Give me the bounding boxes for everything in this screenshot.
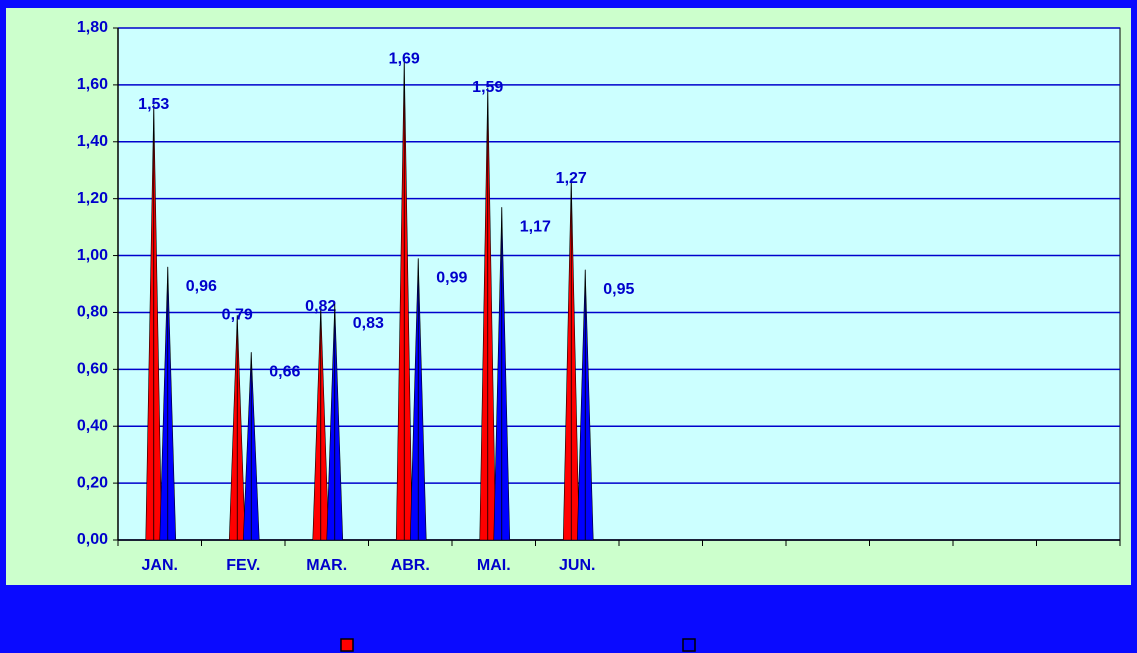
y-tick-label: 0,40: [77, 417, 108, 434]
data-label: 0,96: [186, 278, 217, 295]
y-tick-label: 1,20: [77, 190, 108, 207]
x-tick-label: MAI.: [477, 557, 511, 574]
legend-marker: [682, 638, 696, 652]
y-tick-label: 1,00: [77, 247, 108, 264]
x-tick-label: MAR.: [306, 557, 347, 574]
data-label: 0,99: [436, 270, 467, 287]
plot-area: [117, 27, 1121, 541]
data-label: 0,95: [603, 281, 634, 298]
y-tick-label: 0,20: [77, 474, 108, 491]
data-label: 1,17: [520, 218, 551, 235]
data-label: 0,79: [222, 307, 253, 324]
data-label: 0,66: [269, 363, 300, 380]
x-tick-label: FEV.: [226, 557, 260, 574]
x-tick-label: ABR.: [391, 557, 430, 574]
y-tick-label: 0,60: [77, 361, 108, 378]
x-tick-label: JUN.: [559, 557, 595, 574]
data-label: 0,83: [353, 315, 384, 332]
y-tick-label: 1,60: [77, 76, 108, 93]
y-tick-label: 0,80: [77, 304, 108, 321]
data-label: 1,27: [556, 170, 587, 187]
data-label: 1,53: [138, 96, 169, 113]
legend-marker: [340, 638, 354, 652]
data-label: 1,59: [472, 79, 503, 96]
x-tick-label: JAN.: [142, 557, 178, 574]
plot-layer: 0,00 0,20 0,40 0,60 0,80 1,00 1,20 1,40 1,60 1,80…: [77, 19, 1121, 574]
y-tick-label: 1,40: [77, 133, 108, 150]
data-label: 0,82: [305, 298, 336, 315]
y-tick-label: 0,00: [77, 531, 108, 548]
data-label: 1,69: [389, 51, 420, 68]
y-tick-label: 1,80: [77, 19, 108, 36]
